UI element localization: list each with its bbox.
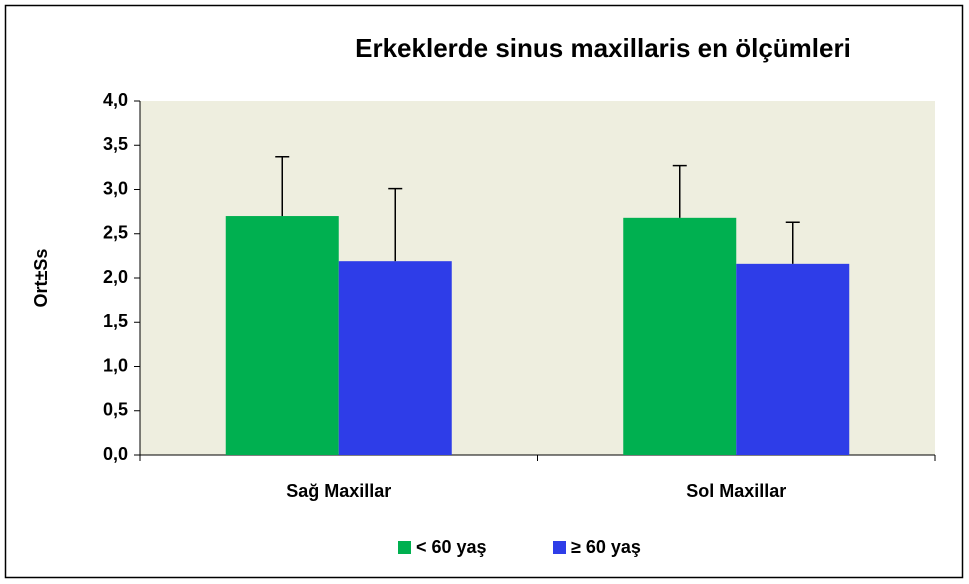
bar <box>623 217 737 455</box>
bar <box>225 216 339 455</box>
legend-swatch <box>553 541 566 554</box>
y-tick-label: 0,5 <box>103 400 128 420</box>
y-axis-label: Ort±Ss <box>31 249 51 308</box>
y-tick-label: 4,0 <box>103 90 128 110</box>
y-tick-label: 3,0 <box>103 178 128 198</box>
legend-label: < 60 yaş <box>416 537 487 557</box>
error-bar <box>785 221 800 264</box>
legend-label: ≥ 60 yaş <box>571 537 641 557</box>
y-tick-label: 0,0 <box>103 444 128 464</box>
y-tick-label: 1,0 <box>103 355 128 375</box>
bar <box>736 263 850 455</box>
y-tick-label: 2,0 <box>103 267 128 287</box>
error-bar <box>275 156 290 217</box>
x-tick-label: Sol Maxillar <box>686 481 786 501</box>
error-bar <box>672 164 687 218</box>
chart-title: Erkeklerde sinus maxillaris en ölçümleri <box>355 33 851 63</box>
y-tick-label: 3,5 <box>103 134 128 154</box>
error-bar <box>388 187 403 262</box>
legend-swatch <box>398 541 411 554</box>
x-tick-label: Sağ Maxillar <box>286 481 391 501</box>
y-tick-label: 2,5 <box>103 223 128 243</box>
y-tick-label: 1,5 <box>103 311 128 331</box>
bar <box>338 261 452 455</box>
